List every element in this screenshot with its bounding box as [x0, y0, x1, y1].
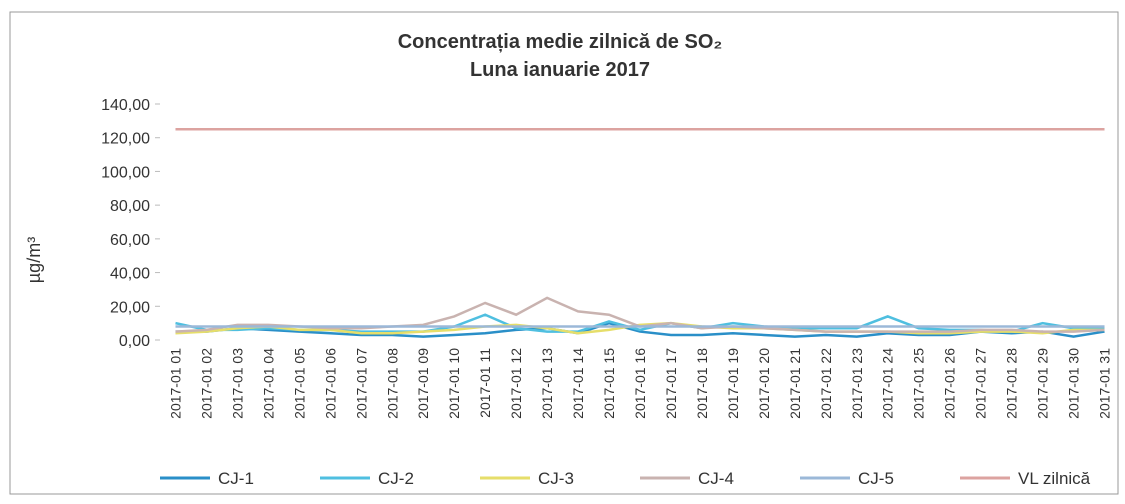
x-tick-label: 2017-01 15: [601, 348, 617, 419]
x-tick-label: 2017-01 25: [911, 348, 927, 419]
x-tick-label: 2017-01 04: [260, 348, 276, 419]
x-tick-label: 2017-01 13: [539, 348, 555, 419]
series-line: [175, 321, 1105, 338]
x-tick-label: 2017-01 02: [198, 348, 214, 419]
x-tick-label: 2017-01 17: [663, 348, 679, 419]
x-tick-label: 2017-01 12: [508, 348, 524, 419]
y-tick-label: 60,00: [110, 232, 150, 249]
y-axis-label: µg/m³: [24, 237, 44, 283]
x-tick-label: 2017-01 07: [353, 348, 369, 419]
x-tick-label: 2017-01 18: [694, 348, 710, 419]
x-tick-label: 2017-01 28: [1004, 348, 1020, 419]
x-tick-label: 2017-01 16: [632, 348, 648, 419]
x-tick-label: 2017-01 14: [570, 348, 586, 419]
x-tick-label: 2017-01 09: [415, 348, 431, 419]
chart-frame: [9, 11, 1119, 495]
x-tick-label: 2017-01 05: [291, 348, 307, 419]
y-tick-label: 40,00: [110, 266, 150, 283]
chart-title: Concentrația medie zilnică de SO₂: [398, 31, 723, 53]
y-tick-label: 140,00: [101, 97, 150, 114]
x-tick-label: 2017-01 30: [1066, 348, 1082, 419]
y-tick-label: 100,00: [101, 164, 150, 181]
x-tick-label: 2017-01 31: [1097, 348, 1113, 419]
x-tick-label: 2017-01 20: [756, 348, 772, 419]
y-tick-label: 120,00: [101, 131, 150, 148]
x-tick-label: 2017-01 03: [229, 348, 245, 419]
y-tick-label: 0,00: [119, 333, 150, 350]
x-tick-label: 2017-01 29: [1035, 348, 1051, 419]
x-tick-label: 2017-01 10: [446, 348, 462, 419]
legend-label: VL zilnică: [1018, 469, 1091, 488]
x-tick-label: 2017-01 21: [787, 348, 803, 419]
legend-label: CJ-3: [538, 469, 574, 488]
x-tick-label: 2017-01 01: [167, 348, 183, 419]
y-tick-label: 80,00: [110, 198, 150, 215]
x-tick-label: 2017-01 23: [849, 348, 865, 419]
x-tick-label: 2017-01 26: [942, 348, 958, 419]
chart-subtitle: Luna ianuarie 2017: [470, 59, 650, 81]
x-tick-label: 2017-01 06: [322, 348, 338, 419]
x-tick-label: 2017-01 24: [880, 348, 896, 419]
x-tick-label: 2017-01 19: [725, 348, 741, 419]
series-line: [175, 321, 1105, 335]
x-tick-label: 2017-01 08: [384, 348, 400, 419]
legend-label: CJ-5: [858, 469, 894, 488]
legend-label: CJ-4: [698, 469, 734, 488]
x-tick-label: 2017-01 22: [818, 348, 834, 419]
x-tick-label: 2017-01 11: [477, 348, 493, 418]
y-tick-label: 20,00: [110, 299, 150, 316]
legend-label: CJ-1: [218, 469, 254, 488]
legend-label: CJ-2: [378, 469, 414, 488]
x-tick-label: 2017-01 27: [973, 348, 989, 419]
